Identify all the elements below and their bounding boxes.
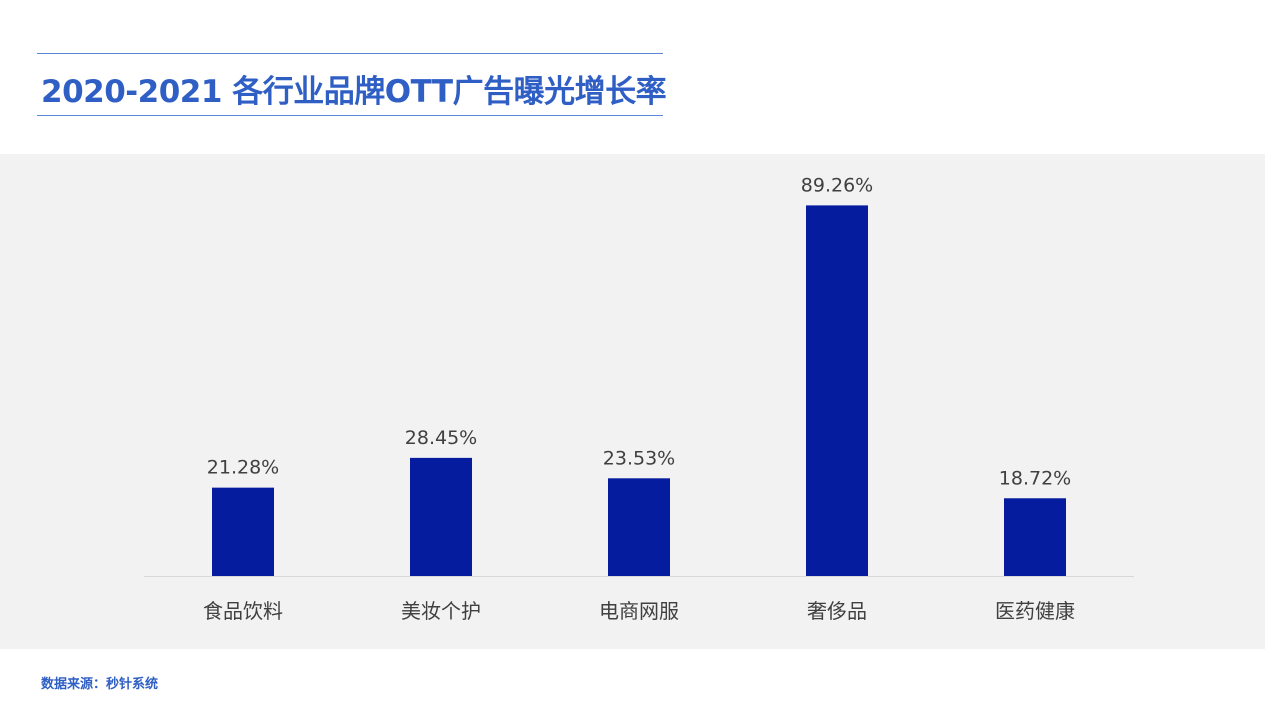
bar — [608, 478, 670, 576]
x-tick-label: 医药健康 — [995, 599, 1075, 623]
data-source-note: 数据来源：秒针系统 — [41, 677, 159, 692]
chart-title: 2020-2021 各行业品牌OTT广告曝光增长率 — [41, 74, 667, 110]
bar — [410, 457, 472, 576]
chart-panel: 21.28% 食品饮料 28.45% 美妆个护 23.53% 电商网服 89.26% 奢侈品 1… — [0, 154, 1265, 649]
bar-chart: 21.28% 食品饮料 28.45% 美妆个护 23.53% 电商网服 89.26% 奢侈品 1… — [144, 174, 1134, 623]
data-label: 21.28% — [207, 457, 279, 479]
x-tick-label: 食品饮料 — [203, 599, 283, 623]
data-label: 89.26% — [801, 174, 873, 196]
data-label: 28.45% — [405, 427, 477, 449]
bar — [806, 205, 868, 576]
bar — [212, 487, 274, 576]
title-frame: 2020-2021 各行业品牌OTT广告曝光增长率 — [37, 53, 667, 116]
x-tick-label: 电商网服 — [599, 599, 679, 623]
x-tick-label: 美妆个护 — [401, 599, 481, 623]
data-label: 23.53% — [603, 447, 675, 469]
x-tick-label: 奢侈品 — [807, 599, 867, 623]
bar — [1004, 498, 1066, 576]
data-label: 18.72% — [999, 467, 1071, 489]
